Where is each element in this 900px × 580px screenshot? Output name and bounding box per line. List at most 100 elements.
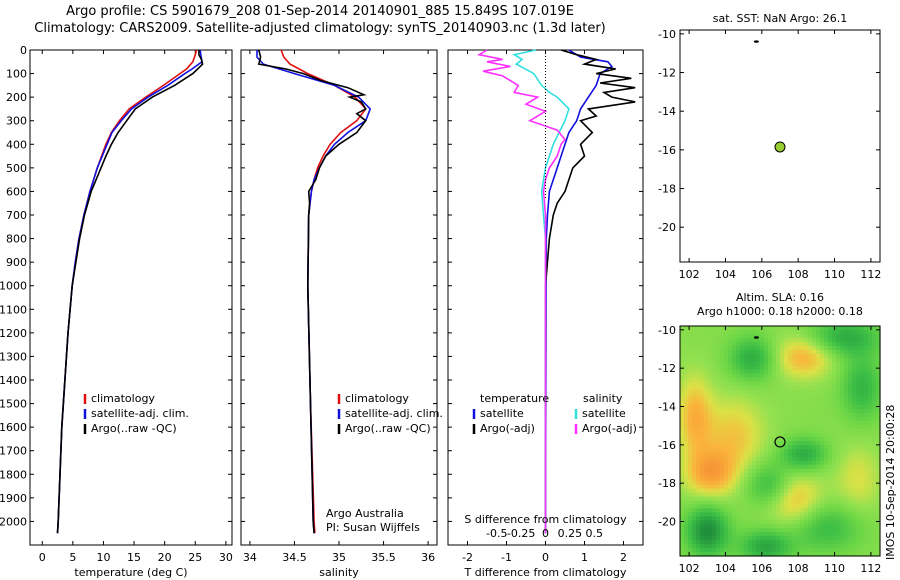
heatmap-cell	[804, 516, 809, 521]
heatmap-cell	[804, 496, 809, 502]
heatmap-cell	[788, 341, 793, 347]
heatmap-cell	[836, 389, 841, 395]
heatmap-cell	[760, 548, 765, 553]
heatmap-cell	[692, 353, 697, 359]
heatmap-cell	[720, 333, 725, 339]
heatmap-cell	[784, 480, 789, 486]
heatmap-cell	[700, 508, 705, 513]
heatmap-cell	[836, 528, 841, 533]
heatmap-cell	[744, 397, 749, 402]
heatmap-cell	[840, 389, 845, 395]
heatmap-cell	[700, 496, 705, 502]
heatmap-cell	[876, 488, 881, 494]
heatmap-cell	[784, 496, 789, 502]
heatmap-cell	[876, 508, 881, 513]
heatmap-cell	[764, 326, 769, 331]
heatmap-cell	[716, 476, 721, 482]
heatmap-cell	[680, 421, 685, 426]
heatmap-cell	[848, 409, 853, 414]
heatmap-cell	[856, 401, 861, 406]
heatmap-cell	[824, 389, 829, 395]
heatmap-cell	[856, 413, 861, 418]
heatmap-cell	[808, 532, 813, 537]
heatmap-cell	[800, 401, 805, 406]
heatmap-cell	[856, 468, 861, 474]
heatmap-cell	[876, 413, 881, 418]
heatmap-cell	[704, 413, 709, 418]
heatmap-cell	[836, 373, 841, 379]
heatmap-cell	[700, 464, 705, 470]
heatmap-cell	[688, 433, 693, 438]
heatmap-cell	[788, 460, 793, 466]
heatmap-cell	[844, 500, 849, 506]
x-tick-label: -2	[462, 551, 473, 564]
heatmap-cell	[680, 528, 685, 533]
heatmap-cell	[696, 413, 701, 418]
heatmap-cell	[872, 397, 877, 402]
heatmap-cell	[840, 397, 845, 402]
heatmap-cell	[780, 393, 785, 398]
heatmap-cell	[868, 393, 873, 398]
heatmap-cell	[756, 504, 761, 510]
heatmap-cell	[812, 345, 817, 351]
heatmap-cell	[804, 524, 809, 529]
heatmap-cell	[828, 488, 833, 494]
heatmap-cell	[760, 480, 765, 486]
heatmap-cell	[792, 488, 797, 494]
heatmap-cell	[796, 381, 801, 387]
heatmap-cell	[740, 532, 745, 537]
heatmap-cell	[772, 460, 777, 466]
heatmap-cell	[744, 357, 749, 363]
heatmap-cell	[712, 405, 717, 410]
heatmap-cell	[876, 397, 881, 402]
heatmap-cell	[804, 441, 809, 446]
heatmap-cell	[836, 500, 841, 506]
heatmap-cell	[812, 532, 817, 537]
heatmap-cell	[876, 433, 881, 438]
heatmap-cell	[688, 425, 693, 430]
heatmap-cell	[808, 540, 813, 545]
heatmap-cell	[852, 377, 857, 383]
heatmap-cell	[856, 540, 861, 545]
heatmap-cell	[748, 476, 753, 482]
heatmap-cell	[784, 536, 789, 541]
heatmap-cell	[796, 468, 801, 474]
heatmap-cell	[764, 516, 769, 521]
heatmap-cell	[736, 345, 741, 351]
heatmap-cell	[768, 528, 773, 533]
heatmap-cell	[696, 345, 701, 351]
heatmap-cell	[780, 544, 785, 549]
heatmap-cell	[872, 429, 877, 434]
heatmap-cell	[728, 504, 733, 510]
heatmap-cell	[780, 326, 785, 331]
heatmap-cell	[700, 476, 705, 482]
y-tick-label: 900	[6, 256, 27, 269]
heatmap-cell	[820, 393, 825, 398]
heatmap-cell	[832, 512, 837, 517]
heatmap-cell	[824, 337, 829, 343]
heatmap-cell	[728, 441, 733, 446]
heatmap-cell	[808, 520, 813, 525]
heatmap-cell	[832, 341, 837, 347]
heatmap-cell	[756, 381, 761, 387]
heatmap-cell	[772, 480, 777, 486]
heatmap-cell	[860, 357, 865, 363]
heatmap-cell	[704, 405, 709, 410]
heatmap-cell	[832, 500, 837, 506]
heatmap-cell	[812, 520, 817, 525]
heatmap-cell	[808, 472, 813, 478]
heatmap-cell	[732, 405, 737, 410]
heatmap-cell	[844, 552, 849, 557]
heatmap-cell	[840, 460, 845, 466]
heatmap-cell	[692, 401, 697, 406]
heatmap-cell	[728, 484, 733, 490]
heatmap-cell	[732, 448, 737, 454]
heatmap-cell	[812, 381, 817, 387]
heatmap-cell	[684, 349, 689, 355]
heatmap-cell	[844, 369, 849, 375]
heatmap-cell	[692, 373, 697, 379]
heatmap-cell	[832, 365, 837, 371]
heatmap-cell	[864, 425, 869, 430]
heatmap-cell	[760, 476, 765, 482]
heatmap-cell	[684, 389, 689, 395]
